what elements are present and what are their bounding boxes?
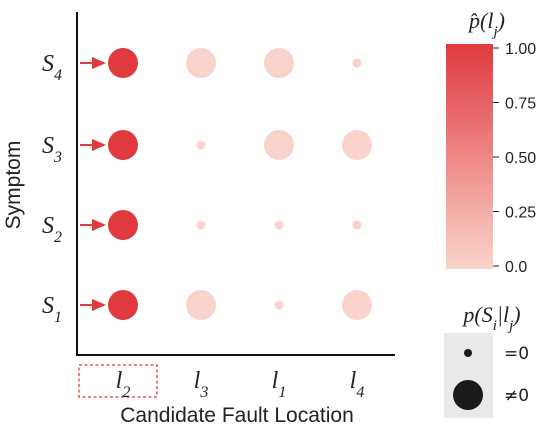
marker-l3-S2: [196, 220, 206, 230]
marker-l2-S1: [108, 290, 138, 320]
x-tick-l4: l4: [350, 368, 365, 401]
x-tick-l2: l2: [116, 368, 131, 401]
marker-l1-S1: [274, 300, 284, 310]
marker-l2-S3: [108, 130, 138, 160]
y-tick-S2: S2: [42, 213, 62, 246]
marks-layer: [80, 48, 372, 320]
marker-l1-S3: [264, 130, 294, 160]
marker-l1-S2: [274, 220, 284, 230]
marker-l4-S2: [352, 220, 362, 230]
marker-l1-S4: [264, 48, 294, 78]
colorbar-title: p̂(lj): [467, 8, 505, 40]
colorbar-tick-label: 0.50: [505, 150, 536, 167]
arrow-head-S4: [92, 57, 106, 69]
colorbar-tick-label: 0.25: [505, 205, 536, 222]
x-tick-l3: l3: [194, 368, 209, 401]
ticks-layer: l2 l3 l1 l4 S1 S2 S3 S4: [42, 51, 364, 401]
y-axis-title: Symptom: [2, 141, 25, 230]
size-legend-zero-marker: [464, 349, 472, 357]
marker-l4-S1: [342, 290, 372, 320]
marker-l2-S4: [108, 48, 138, 78]
marker-l4-S4: [352, 58, 362, 68]
y-tick-S4: S4: [42, 51, 62, 84]
size-legend-nonzero-marker: [453, 380, 483, 410]
colorbar-tick-label: 0.0: [505, 259, 527, 276]
size-legend-nonzero-label: ≠0: [504, 386, 529, 406]
highlight-box: [78, 364, 158, 398]
size-legend-zero-label: =0: [504, 344, 529, 364]
marker-l4-S3: [342, 130, 372, 160]
colorbar-ticks: 1.00 0.75 0.50 0.25 0.0: [493, 41, 536, 276]
arrow-head-S3: [92, 139, 106, 151]
x-tick-l1: l1: [272, 368, 287, 401]
x-axis-title: Candidate Fault Location: [120, 404, 354, 427]
marker-l3-S1: [186, 290, 216, 320]
y-tick-S3: S3: [42, 133, 62, 166]
colorbar-tick-label: 1.00: [505, 41, 536, 58]
marker-l3-S3: [196, 140, 206, 150]
arrow-head-S2: [92, 219, 106, 231]
arrow-head-S1: [92, 299, 106, 311]
colorbar: [446, 44, 493, 269]
colorbar-tick-label: 0.75: [505, 96, 536, 113]
y-tick-S1: S1: [42, 293, 62, 326]
marker-l3-S4: [186, 48, 216, 78]
marker-l2-S2: [108, 210, 138, 240]
size-legend-title: p(Si|lj): [461, 302, 520, 334]
